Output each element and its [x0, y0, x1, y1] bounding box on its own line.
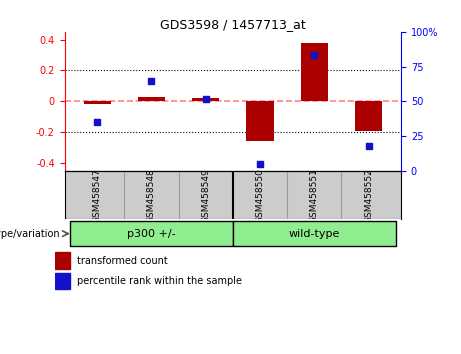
Bar — [83, 101, 111, 104]
Bar — [233, 221, 396, 246]
Text: GSM458547: GSM458547 — [93, 168, 101, 223]
Point — [148, 78, 155, 83]
Point — [256, 161, 264, 167]
Text: GSM458548: GSM458548 — [147, 168, 156, 223]
Bar — [301, 43, 328, 101]
Bar — [55, 273, 70, 289]
Text: transformed count: transformed count — [77, 256, 167, 266]
Text: p300 +/-: p300 +/- — [127, 229, 176, 239]
Point — [365, 143, 372, 149]
Point — [311, 53, 318, 58]
Bar — [192, 98, 219, 101]
Point — [94, 119, 101, 125]
Text: percentile rank within the sample: percentile rank within the sample — [77, 276, 242, 286]
Text: GSM458549: GSM458549 — [201, 168, 210, 223]
Bar — [138, 97, 165, 101]
Title: GDS3598 / 1457713_at: GDS3598 / 1457713_at — [160, 18, 306, 31]
Bar — [55, 252, 70, 268]
Text: GSM458550: GSM458550 — [255, 168, 265, 223]
Text: genotype/variation: genotype/variation — [0, 229, 60, 239]
Bar — [70, 221, 233, 246]
Bar — [246, 101, 273, 142]
Text: wild-type: wild-type — [289, 229, 340, 239]
Point — [202, 96, 209, 101]
Text: GSM458551: GSM458551 — [310, 168, 319, 223]
Text: GSM458552: GSM458552 — [364, 168, 373, 223]
Bar — [355, 101, 382, 131]
